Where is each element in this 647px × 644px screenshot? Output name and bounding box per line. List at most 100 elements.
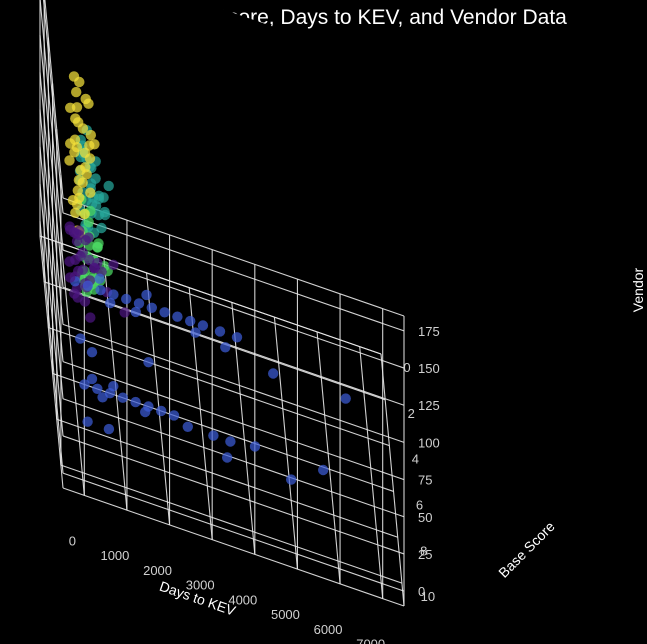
data-point: [103, 180, 114, 192]
x-tick-label: 6000: [314, 622, 343, 637]
grid-line-z-back: [62, 249, 405, 369]
data-point: [71, 102, 83, 113]
data-point: [77, 264, 89, 275]
floor-pane: [40, 236, 404, 606]
data-point: [71, 228, 82, 239]
data-point: [94, 273, 105, 284]
data-point: [73, 174, 85, 186]
y-tick-label: 6: [416, 497, 423, 512]
grid-line-z-side: [39, 146, 64, 399]
y-tick-label: 8: [420, 543, 427, 558]
data-point: [99, 206, 110, 218]
data-point: [143, 401, 154, 412]
data-point: [75, 333, 86, 344]
data-point: [172, 311, 183, 322]
data-point: [168, 410, 180, 421]
grid-line-z-back: [62, 212, 405, 332]
data-point: [83, 232, 94, 243]
axis-edge: [62, 197, 405, 317]
data-point: [80, 162, 91, 173]
grid-line-z-side: [39, 0, 64, 251]
data-point: [190, 327, 201, 338]
data-point: [231, 332, 243, 343]
grid-line-z-side: [39, 183, 64, 436]
data-point: [86, 347, 98, 358]
z-tick-label: 175: [418, 324, 440, 339]
z-tick-label: 150: [418, 361, 440, 376]
grid-line-z-back: [62, 472, 405, 592]
data-point: [69, 147, 80, 158]
z-tick-label: 50: [418, 510, 432, 525]
data-point: [82, 416, 93, 427]
scatter-points: [64, 71, 351, 485]
axis-edge: [380, 353, 405, 607]
data-point: [64, 155, 75, 166]
data-point: [77, 123, 89, 134]
data-point: [117, 392, 128, 403]
grid-line-x-floor: [146, 272, 171, 525]
grid-line-x-floor: [60, 243, 85, 496]
data-point: [185, 315, 196, 327]
data-point: [286, 474, 297, 485]
data-point: [182, 421, 193, 432]
data-point: [222, 452, 233, 463]
grid-line-z-back: [62, 323, 405, 443]
data-point: [85, 129, 97, 141]
data-point: [83, 98, 94, 109]
data-point: [133, 298, 145, 309]
grid-line-z-back: [62, 286, 405, 406]
grid-line-y-floor: [48, 327, 390, 447]
data-point: [146, 302, 157, 313]
data-point: [77, 247, 88, 258]
data-point: [225, 436, 236, 447]
data-point: [65, 272, 76, 283]
y-tick-label: 4: [412, 452, 419, 467]
data-point: [159, 307, 170, 318]
data-point: [84, 153, 96, 164]
grid-line-z-side: [39, 221, 64, 474]
grid-line-z-side: [39, 72, 64, 325]
z-axis-label: Vendor: [630, 267, 646, 312]
data-point: [141, 289, 152, 301]
x-tick-label: 0: [69, 533, 76, 548]
data-point: [70, 254, 81, 265]
data-point: [103, 423, 115, 435]
data-point: [67, 195, 79, 206]
data-point: [108, 259, 119, 270]
grid-line-z-side: [43, 0, 64, 213]
data-point: [208, 430, 219, 441]
y-tick-labels: 0 2 4 6 8 10: [403, 360, 435, 604]
x-tick-label: 1000: [100, 548, 129, 563]
axis-edge: [62, 487, 405, 607]
data-point: [318, 464, 329, 476]
data-point: [108, 381, 119, 392]
data-point: [71, 86, 82, 98]
data-point: [220, 342, 231, 353]
y-tick-label: 2: [408, 406, 415, 421]
data-point: [340, 393, 351, 404]
x-tick-label: 2000: [143, 563, 172, 578]
grid-line-x-floor: [316, 331, 341, 584]
data-point: [108, 289, 119, 300]
grid-line-x-floor: [273, 317, 298, 570]
y-tick-label: 0: [403, 360, 410, 375]
data-point: [70, 207, 81, 218]
grid-line-y-floor: [60, 464, 403, 584]
data-point: [71, 236, 83, 247]
x-tick-label: 5000: [271, 607, 300, 622]
data-point: [95, 284, 106, 296]
y-axis-label: Base Score: [495, 518, 558, 581]
x-tick-label: 3000: [186, 578, 215, 593]
grid-line-y-floor: [56, 418, 398, 538]
grid-line-z-side: [39, 35, 64, 288]
z-tick-label: 25: [418, 547, 432, 562]
data-point: [89, 139, 100, 150]
grid-line-z-side: [39, 109, 64, 362]
data-point: [74, 76, 85, 88]
data-point: [83, 217, 94, 228]
data-point: [105, 297, 116, 309]
z-tick-label: 75: [418, 473, 432, 488]
z-tick-label: 0: [418, 584, 425, 599]
axis-edge: [39, 235, 64, 489]
